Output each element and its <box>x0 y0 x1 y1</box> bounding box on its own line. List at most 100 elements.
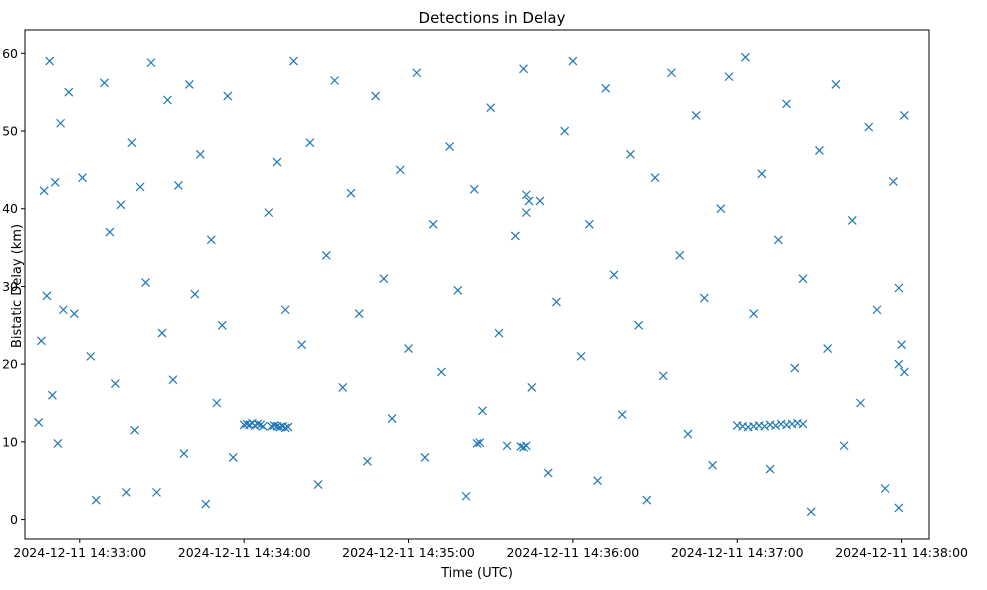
detection-point <box>625 149 635 159</box>
detection-point <box>289 56 298 66</box>
y-tick-label: 20 <box>2 357 18 372</box>
detection-point <box>527 383 537 392</box>
plot-frame <box>24 29 930 540</box>
detection-point <box>894 283 904 293</box>
detection-point <box>283 422 293 432</box>
detection-point <box>354 309 364 319</box>
detection-point <box>552 297 561 307</box>
detection-point <box>724 72 734 82</box>
detection-point <box>272 157 282 167</box>
detection-point <box>100 78 109 88</box>
detection-point <box>502 441 512 451</box>
y-tick-label: 10 <box>2 434 18 449</box>
detection-point <box>127 138 137 148</box>
detection-point <box>346 188 356 198</box>
detection-point <box>379 274 389 284</box>
detection-point <box>494 328 504 338</box>
detection-point <box>168 375 178 385</box>
detection-point <box>691 111 701 120</box>
detection-point <box>856 398 865 408</box>
detection-point <box>228 452 238 462</box>
x-tick-label: 2024-12-11 14:34:00 <box>178 545 311 560</box>
detection-point <box>823 344 833 354</box>
detection-point <box>773 235 783 245</box>
detection-point <box>121 487 131 497</box>
detection-point <box>894 359 904 369</box>
detection-point <box>34 418 44 427</box>
x-axis-label: Time (UTC) <box>440 566 513 581</box>
detection-point <box>91 495 101 505</box>
detection-point <box>593 476 602 486</box>
detection-point <box>321 250 331 260</box>
detection-point <box>258 421 268 431</box>
detection-point <box>412 68 422 78</box>
detection-point <box>201 499 211 509</box>
detection-point <box>395 165 405 175</box>
detection-point <box>223 91 233 101</box>
detection-point <box>445 142 455 151</box>
detection-point <box>519 64 528 74</box>
detection-point <box>899 367 909 377</box>
detection-point <box>675 250 685 260</box>
detection-point <box>146 58 156 68</box>
detection-point <box>584 219 594 229</box>
detection-point <box>135 182 145 192</box>
detection-point <box>609 270 619 280</box>
detection-point <box>469 184 479 194</box>
detection-point <box>642 495 652 505</box>
detection-point <box>667 68 676 78</box>
detection-point <box>757 169 767 179</box>
detection-point <box>269 421 279 430</box>
detection-point <box>521 441 531 451</box>
detection-point <box>78 173 87 183</box>
detection-point <box>86 351 96 361</box>
detection-point <box>521 208 531 218</box>
y-tick-label: 40 <box>2 201 18 216</box>
detection-point <box>521 190 531 200</box>
detection-point <box>782 99 791 109</box>
x-tick-label: 2024-12-11 14:37:00 <box>671 545 804 560</box>
detection-point <box>560 126 570 136</box>
detection-point <box>64 87 74 97</box>
detection-point <box>338 383 348 392</box>
detection-point <box>190 289 200 299</box>
detection-point <box>749 309 759 319</box>
detection-point <box>141 278 150 287</box>
detection-point <box>453 285 463 295</box>
detection-point <box>524 196 534 206</box>
detection-point <box>798 274 808 284</box>
detection-point <box>105 227 115 237</box>
x-tick-label: 2024-12-11 14:38:00 <box>835 545 968 560</box>
detection-point <box>206 235 216 245</box>
detection-point <box>617 410 627 420</box>
detection-point <box>765 464 775 474</box>
detection-point <box>897 340 907 350</box>
detection-point <box>760 421 770 431</box>
detection-point <box>461 491 471 501</box>
detection-point <box>47 390 57 400</box>
detection-point <box>152 487 161 497</box>
detection-point <box>510 231 520 241</box>
detection-point <box>699 293 709 303</box>
detection-point <box>53 438 63 448</box>
detection-point <box>601 83 611 93</box>
detection-point <box>472 438 482 448</box>
detection-point <box>264 208 274 218</box>
detection-point <box>814 146 824 155</box>
detection-point <box>280 423 290 433</box>
detection-point <box>256 420 266 430</box>
detection-point <box>658 371 668 381</box>
detection-point <box>894 503 904 513</box>
y-axis: 0 10 20 30 40 50 60 <box>2 46 25 527</box>
detection-point <box>899 111 909 120</box>
detection-point <box>683 429 693 439</box>
detection-point <box>50 177 60 187</box>
detection-point <box>280 305 290 315</box>
detection-point <box>173 180 183 190</box>
detection-point <box>217 320 227 330</box>
y-tick-label: 50 <box>2 124 18 139</box>
detection-point <box>212 398 222 408</box>
detection-point <box>888 177 898 186</box>
